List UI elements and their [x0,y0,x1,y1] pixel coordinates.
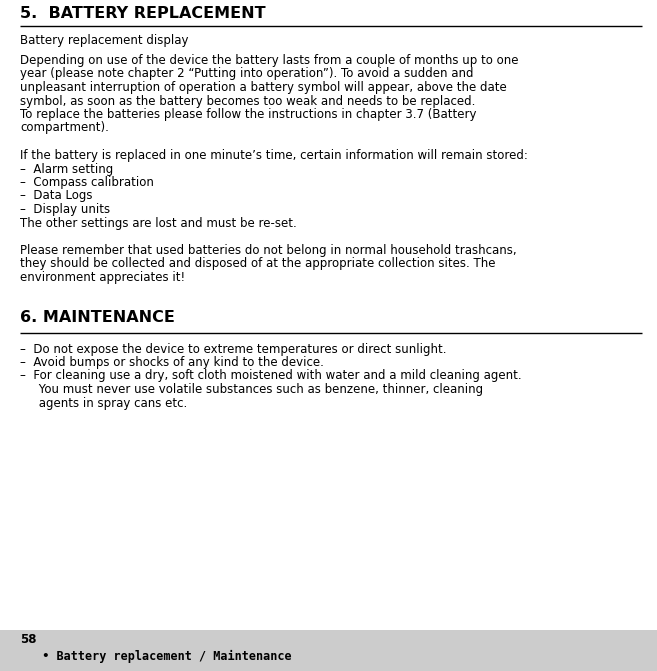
Text: symbol, as soon as the battery becomes too weak and needs to be replaced.: symbol, as soon as the battery becomes t… [20,95,476,107]
Text: they should be collected and disposed of at the appropriate collection sites. Th: they should be collected and disposed of… [20,258,495,270]
Text: Battery replacement display: Battery replacement display [20,34,189,47]
Text: 5.  BATTERY REPLACEMENT: 5. BATTERY REPLACEMENT [20,6,265,21]
Text: environment appreciates it!: environment appreciates it! [20,271,185,284]
Text: If the battery is replaced in one minute’s time, certain information will remain: If the battery is replaced in one minute… [20,149,528,162]
Text: The other settings are lost and must be re-set.: The other settings are lost and must be … [20,217,297,229]
Text: unpleasant interruption of operation a battery symbol will appear, above the dat: unpleasant interruption of operation a b… [20,81,507,94]
Text: • Battery replacement / Maintenance: • Battery replacement / Maintenance [28,650,292,663]
Text: –  Avoid bumps or shocks of any kind to the device.: – Avoid bumps or shocks of any kind to t… [20,356,324,369]
Text: You must never use volatile substances such as benzene, thinner, cleaning: You must never use volatile substances s… [20,383,483,396]
Text: year (please note chapter 2 “Putting into operation”). To avoid a sudden and: year (please note chapter 2 “Putting int… [20,68,474,81]
Text: –  Data Logs: – Data Logs [20,189,93,203]
Text: Please remember that used batteries do not belong in normal household trashcans,: Please remember that used batteries do n… [20,244,516,257]
Text: agents in spray cans etc.: agents in spray cans etc. [20,397,187,409]
Bar [0,630,657,671]
Text: –  Display units: – Display units [20,203,110,216]
Text: Depending on use of the device the battery lasts from a couple of months up to o: Depending on use of the device the batte… [20,54,518,67]
Text: –  Alarm setting: – Alarm setting [20,162,113,176]
Text: –  Do not expose the device to extreme temperatures or direct sunlight.: – Do not expose the device to extreme te… [20,342,447,356]
Text: 6. MAINTENANCE: 6. MAINTENANCE [20,311,175,325]
Text: –  Compass calibration: – Compass calibration [20,176,154,189]
Text: –  For cleaning use a dry, soft cloth moistened with water and a mild cleaning a: – For cleaning use a dry, soft cloth moi… [20,370,522,382]
Text: 58: 58 [20,633,37,646]
Text: compartment).: compartment). [20,121,109,134]
Text: To replace the batteries please follow the instructions in chapter 3.7 (Battery: To replace the batteries please follow t… [20,108,476,121]
